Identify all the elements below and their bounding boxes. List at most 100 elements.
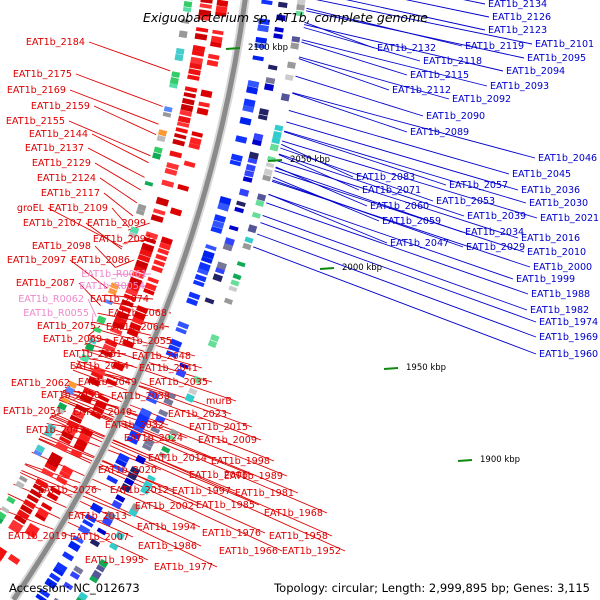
- leader-line: [303, 27, 421, 62]
- feature-mark: [291, 36, 301, 43]
- forward-gene-mark: [222, 243, 233, 252]
- gene-label-right: EAT1b_1969: [539, 332, 598, 343]
- forward-gene-mark: [177, 320, 190, 330]
- forward-gene-mark: [194, 273, 207, 283]
- leader-line: [52, 412, 333, 537]
- gene-label-right: EAT1b_2119: [465, 41, 524, 52]
- feature-mark: [265, 162, 275, 169]
- leader-line: [278, 153, 465, 217]
- forward-gene-mark: [251, 139, 262, 147]
- feature-mark: [262, 174, 272, 182]
- kbp-ticks: 2100 kbp 2050 kbp 2000 kbp 1950 kbp 1900 kbp: [225, 43, 520, 465]
- forward-gene-mark: [175, 368, 187, 378]
- forward-gene-mark: [129, 466, 141, 476]
- reverse-gene-mark: [215, 11, 227, 17]
- gene-label-left: EAT1b_2009: [198, 435, 257, 446]
- leader-line: [306, 7, 463, 47]
- gene-label-left: EAT1b_1994: [137, 522, 196, 533]
- leader-line: [58, 398, 328, 514]
- gene-label-left: EAT1b_2061: [63, 349, 122, 360]
- forward-gene-mark: [235, 135, 248, 144]
- forward-gene-mark: [242, 176, 253, 183]
- feature-mark: [247, 224, 258, 234]
- leader-line: [262, 214, 528, 311]
- forward-gene-mark: [229, 159, 242, 167]
- forward-gene-mark: [263, 83, 275, 92]
- reverse-gene-mark: [58, 470, 71, 480]
- feature-mark: [114, 531, 125, 541]
- gene-label-right: EAT1b_1960: [539, 349, 598, 360]
- forward-gene-mark: [168, 344, 180, 353]
- gene-label-left: EAT1b_2159: [31, 101, 90, 112]
- feature-mark: [64, 385, 75, 396]
- feature-mark: [15, 480, 25, 490]
- feature-mark: [178, 30, 188, 39]
- leader-line: [69, 89, 159, 125]
- reverse-gene-mark: [199, 3, 213, 9]
- reverse-gene-mark: [97, 394, 110, 403]
- gene-label-right: EAT1b_2039: [467, 211, 526, 222]
- reverse-gene-mark: [216, 0, 229, 8]
- leader-line: [283, 131, 447, 186]
- label-leader-lines: [0, 0, 538, 568]
- forward-gene-mark: [219, 196, 232, 206]
- reverse-gene-mark: [155, 196, 170, 207]
- forward-gene-mark: [62, 551, 75, 562]
- forward-gene-mark: [267, 64, 278, 71]
- reverse-gene-mark: [209, 41, 222, 48]
- feature-mark: [152, 152, 162, 160]
- leader-line: [94, 245, 116, 268]
- gene-label-right: EAT1b_2095: [527, 53, 586, 64]
- leader-line: [91, 133, 149, 164]
- leader-line: [78, 282, 101, 307]
- leader-line: [301, 41, 408, 76]
- reverse-gene-mark: [73, 443, 86, 453]
- feature-mark: [169, 428, 179, 437]
- feature-mark: [295, 10, 304, 17]
- gene-label-left: EAT1b_2041: [139, 363, 198, 374]
- gene-label-left: EAT1b_2144: [29, 129, 88, 140]
- reverse-gene-mark: [144, 282, 157, 292]
- forward-gene-mark: [230, 153, 243, 162]
- reverse-gene-mark: [100, 349, 114, 358]
- forward-gene-mark: [67, 540, 81, 552]
- reverse-gene-mark: [131, 271, 145, 280]
- tick-label: 2100 kbp: [248, 43, 288, 53]
- feature-mark: [230, 279, 240, 287]
- forward-gene-mark: [276, 14, 286, 22]
- reverse-gene-mark: [207, 53, 220, 61]
- feature-bands: [0, 0, 306, 600]
- forward-gene-mark: [212, 273, 223, 283]
- leader-line: [59, 397, 253, 476]
- leader-line: [102, 300, 172, 314]
- gene-label-left: groEL: [17, 203, 45, 214]
- forward-gene-mark: [115, 458, 127, 468]
- gene-label-right: EAT1b_2115: [410, 70, 469, 81]
- backbone-arc: [11, 0, 248, 600]
- forward-gene-mark: [192, 279, 205, 288]
- forward-gene-mark: [234, 206, 245, 214]
- reverse-gene-mark: [102, 343, 116, 353]
- genome-stats-text: Topology: circular; Length: 2,999,895 bp…: [274, 581, 590, 595]
- gene-label-left: EAT1b_2074: [90, 294, 149, 305]
- reverse-gene-mark: [189, 62, 203, 70]
- reverse-gene-mark: [81, 427, 94, 438]
- reverse-gene-mark: [7, 553, 21, 565]
- forward-gene-mark: [105, 510, 117, 521]
- feature-mark: [18, 475, 28, 483]
- gene-label-right: EAT1b_2021: [540, 213, 599, 224]
- feature-mark: [180, 18, 190, 24]
- leader-line: [405, 0, 490, 18]
- leader-line: [284, 130, 527, 204]
- leader-line: [85, 222, 123, 250]
- leader-line: [345, 0, 486, 31]
- forward-gene-mark: [228, 225, 239, 232]
- feature-mark: [110, 282, 120, 290]
- forward-gene-mark: [200, 255, 213, 264]
- leader-line: [75, 73, 163, 107]
- gene-label-left: EAT1b_2155: [6, 116, 65, 127]
- leader-line: [87, 298, 97, 317]
- reverse-gene-mark: [173, 133, 187, 140]
- feature-mark: [84, 342, 95, 352]
- feature-mark: [280, 93, 290, 102]
